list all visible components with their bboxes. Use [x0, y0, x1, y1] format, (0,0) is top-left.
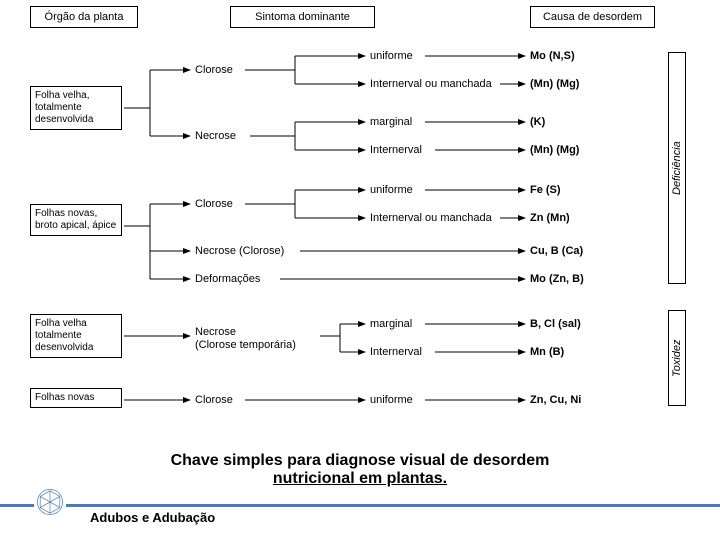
sub-interman-2: Internerval ou manchada [370, 212, 492, 224]
header-organ: Órgão da planta [30, 6, 138, 28]
header-cause: Causa de desordem [530, 6, 655, 28]
cause-5: Zn (Mn) [530, 212, 570, 224]
symptom-necrose-1: Necrose [195, 130, 236, 142]
organ-box-2: Folha velha totalmente desenvolvida [30, 314, 122, 358]
sub-interman-1: Internerval ou manchada [370, 78, 492, 90]
caption-line2: nutricional em plantas. [273, 470, 447, 487]
header-symptom: Sintoma dominante [230, 6, 375, 28]
cause-6: Cu, B (Ca) [530, 245, 583, 257]
side-toxidez: Toxidez [668, 310, 686, 406]
cause-7: Mo (Zn, B) [530, 273, 584, 285]
symptom-clorose-2: Clorose [195, 198, 233, 210]
side-deficiencia: Deficiência [668, 52, 686, 284]
sub-internerval-2: Internerval [370, 346, 422, 358]
cause-0: Mo (N,S) [530, 50, 575, 62]
cause-8: B, Cl (sal) [530, 318, 581, 330]
sub-uniforme-2: uniforme [370, 184, 413, 196]
organ-box-3: Folhas novas [30, 388, 122, 408]
footer-bar-right [66, 504, 720, 507]
symptom-deformacoes: Deformações [195, 273, 260, 285]
cause-2: (K) [530, 116, 545, 128]
cause-4: Fe (S) [530, 184, 561, 196]
caption: Chave simples para diagnose visual de de… [0, 452, 720, 488]
cause-9: Mn (B) [530, 346, 564, 358]
cause-3: (Mn) (Mg) [530, 144, 579, 156]
sub-uniforme-3: uniforme [370, 394, 413, 406]
symptom-clorose-3: Clorose [195, 394, 233, 406]
organ-box-1: Folhas novas, broto apical, ápice [30, 204, 122, 236]
symptom-clorose-1: Clorose [195, 64, 233, 76]
sub-marginal-2: marginal [370, 318, 412, 330]
symptom-necrose-temp: Necrose (Clorose temporária) [195, 326, 296, 352]
sub-uniforme-1: uniforme [370, 50, 413, 62]
symptom-necrose-clorose: Necrose (Clorose) [195, 245, 284, 257]
sub-internerval-1: Internerval [370, 144, 422, 156]
organ-box-0: Folha velha, totalmente desenvolvida [30, 86, 122, 130]
cause-10: Zn, Cu, Ni [530, 394, 581, 406]
footer-text: Adubos e Adubação [90, 510, 215, 525]
logo-icon [36, 488, 64, 516]
footer-bar-left [0, 504, 34, 507]
sub-marginal-1: marginal [370, 116, 412, 128]
cause-1: (Mn) (Mg) [530, 78, 579, 90]
caption-line1: Chave simples para diagnose visual de de… [171, 452, 550, 469]
